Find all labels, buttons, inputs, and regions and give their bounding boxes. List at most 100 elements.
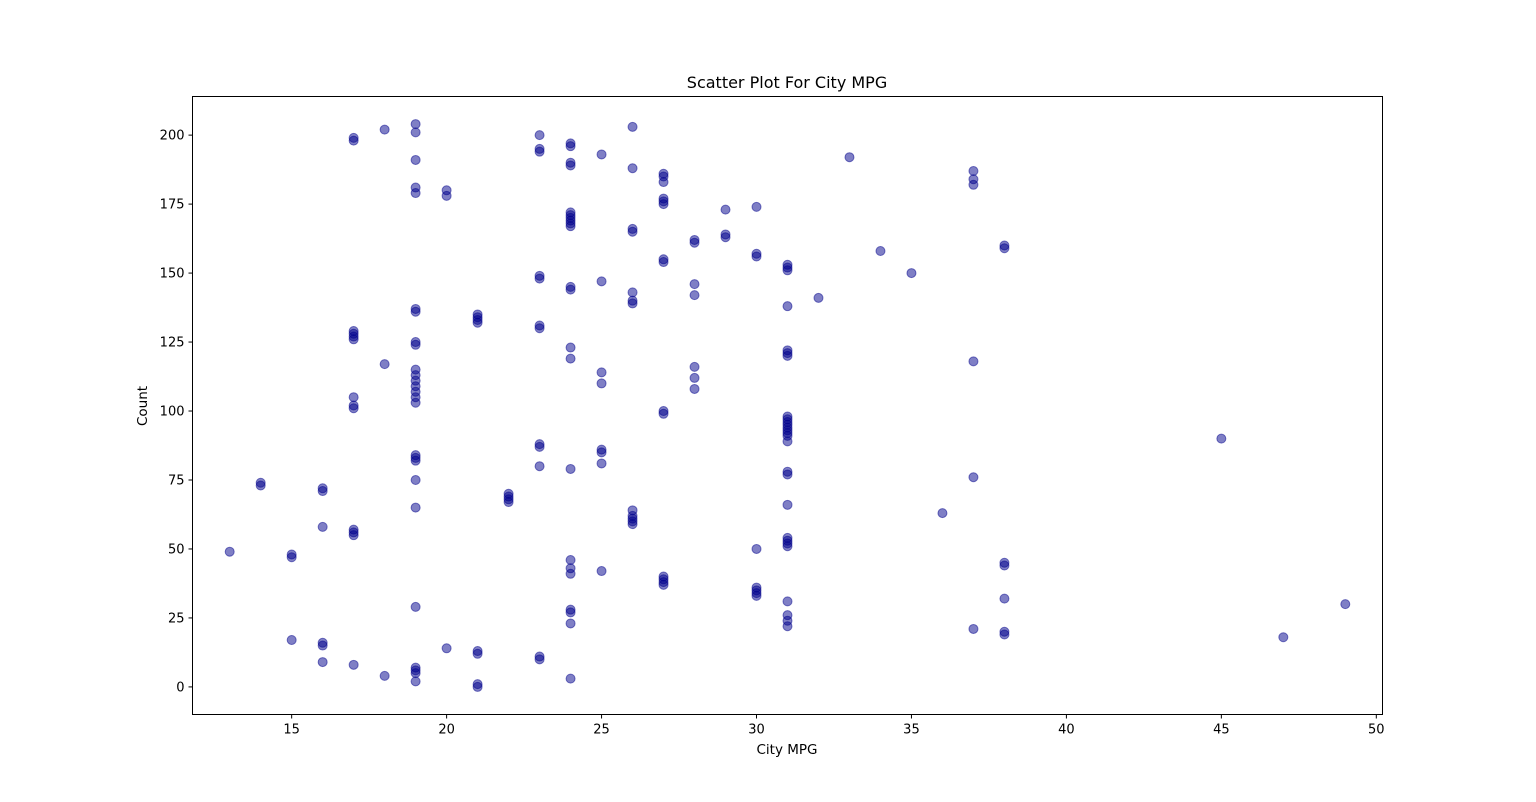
data-point <box>472 309 483 320</box>
data-point <box>968 472 979 483</box>
data-point <box>999 593 1010 604</box>
data-point <box>875 246 886 256</box>
y-axis-ticks: 0 25 50 75 100 125 150 175 200 <box>160 129 193 695</box>
data-point <box>410 502 421 513</box>
data-point <box>503 488 514 499</box>
data-point <box>999 557 1010 568</box>
data-point <box>410 337 421 348</box>
data-point <box>720 204 731 215</box>
data-point <box>255 477 266 488</box>
y-tick-label: 0 <box>176 680 184 695</box>
data-point <box>627 121 638 132</box>
data-point <box>565 353 576 364</box>
data-point <box>658 193 669 204</box>
data-point <box>534 270 545 281</box>
data-point <box>286 635 297 646</box>
y-tick-label: 200 <box>160 129 185 144</box>
data-point <box>782 610 793 621</box>
y-axis-label: Count <box>135 386 151 426</box>
y-tick-label: 150 <box>160 267 185 282</box>
y-tick-label: 125 <box>160 336 185 351</box>
x-tick-label: 40 <box>1058 723 1075 738</box>
data-point <box>689 290 700 301</box>
data-point <box>658 168 669 179</box>
data-point <box>689 372 700 383</box>
data-point <box>348 400 359 411</box>
data-point <box>410 474 421 485</box>
data-point <box>968 356 979 367</box>
data-point <box>596 444 607 455</box>
y-tick-label: 100 <box>160 405 185 420</box>
data-point <box>410 303 421 314</box>
data-point <box>596 149 607 160</box>
x-tick-label: 35 <box>903 723 920 738</box>
data-point <box>596 276 607 287</box>
data-point <box>689 279 700 290</box>
data-point <box>379 670 390 681</box>
data-point <box>565 563 576 574</box>
data-point <box>348 524 359 535</box>
data-point <box>534 143 545 154</box>
data-point <box>348 132 359 143</box>
data-point <box>472 679 483 690</box>
data-point <box>534 651 545 662</box>
data-point <box>565 207 576 218</box>
data-point <box>1340 599 1351 610</box>
data-point <box>565 342 576 353</box>
points-layer <box>224 119 1351 692</box>
plot-frame <box>192 96 1383 715</box>
data-point <box>410 182 421 193</box>
y-tick-label: 25 <box>168 611 185 626</box>
data-point <box>751 201 762 212</box>
x-tick-label: 50 <box>1368 723 1385 738</box>
data-point <box>317 521 328 532</box>
data-point <box>565 604 576 615</box>
x-tick-label: 20 <box>438 723 455 738</box>
data-point <box>658 406 669 417</box>
data-point <box>410 127 421 138</box>
data-point <box>348 392 359 403</box>
data-point <box>472 646 483 657</box>
data-point <box>720 229 731 240</box>
data-point <box>751 543 762 554</box>
data-point <box>782 596 793 607</box>
data-point <box>596 566 607 577</box>
chart-title: Scatter Plot For City MPG <box>687 73 887 92</box>
data-point <box>813 292 824 303</box>
data-point <box>596 458 607 469</box>
x-tick-label: 15 <box>283 723 300 738</box>
data-point <box>937 508 948 519</box>
data-point <box>782 345 793 356</box>
data-point <box>565 555 576 565</box>
x-axis-ticks: 15 20 25 30 35 40 45 50 <box>283 714 1385 738</box>
data-point <box>1216 433 1227 444</box>
x-axis-label: City MPG <box>756 742 817 758</box>
data-point <box>348 659 359 670</box>
data-point <box>782 532 793 543</box>
data-point <box>224 546 235 557</box>
data-point <box>565 157 576 168</box>
data-point <box>596 367 607 378</box>
data-point <box>751 582 762 593</box>
data-point <box>410 119 421 130</box>
data-point <box>689 383 700 394</box>
data-point <box>968 623 979 634</box>
data-point <box>410 676 421 687</box>
data-point <box>627 223 638 234</box>
data-point <box>658 254 669 265</box>
data-point <box>410 154 421 165</box>
data-point <box>534 320 545 331</box>
y-tick-label: 50 <box>168 542 185 557</box>
data-point <box>565 673 576 684</box>
data-point <box>627 505 638 516</box>
data-point <box>410 450 421 461</box>
data-point <box>410 364 421 375</box>
data-point <box>782 499 793 510</box>
data-point <box>317 657 328 668</box>
data-point <box>565 281 576 292</box>
data-point <box>596 378 607 389</box>
data-point <box>751 248 762 259</box>
data-point <box>968 165 979 176</box>
data-point <box>534 130 545 141</box>
data-point <box>286 549 297 560</box>
